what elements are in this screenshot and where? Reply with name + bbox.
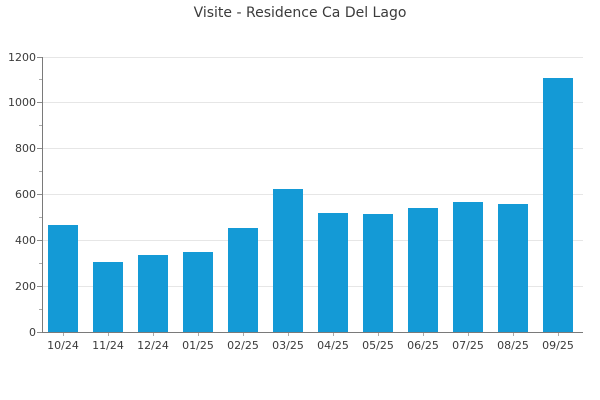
y-axis-minor-tick — [39, 308, 42, 310]
x-axis-tick — [422, 333, 424, 336]
y-axis-tick — [37, 239, 42, 241]
x-axis-tick-label: 09/25 — [542, 339, 574, 352]
x-axis-tick-label: 07/25 — [452, 339, 484, 352]
y-axis-tick-label: 1200 — [8, 50, 36, 64]
x-axis-tick-label: 01/25 — [182, 339, 214, 352]
x-axis-tick — [197, 333, 199, 336]
gridline — [43, 285, 583, 287]
x-axis-tick — [377, 333, 379, 336]
x-axis-tick — [512, 333, 514, 336]
y-axis-tick — [37, 102, 42, 104]
y-axis-tick — [37, 148, 42, 150]
x-axis-tick — [332, 333, 334, 336]
bar — [363, 214, 393, 332]
x-axis-tick — [287, 333, 289, 336]
y-axis-minor-tick — [39, 125, 42, 127]
x-axis-tick-label: 11/24 — [92, 339, 124, 352]
x-axis-tick-label: 08/25 — [497, 339, 529, 352]
y-axis-tick — [37, 331, 42, 333]
bar — [408, 207, 438, 332]
gridline — [43, 148, 583, 150]
bar — [318, 212, 348, 332]
plot-area: 0 200 400 600 800 1000 1200 10/24 11/24 12/24 01/2… — [8, 51, 583, 352]
x-axis-tick-label: 02/25 — [227, 339, 259, 352]
bar — [543, 78, 573, 332]
bar — [93, 262, 123, 332]
chart-title: Visite - Residence Ca Del Lago — [193, 5, 407, 21]
bar — [228, 227, 258, 332]
x-axis-tick — [152, 333, 154, 336]
x-axis-tick-label: 10/24 — [47, 339, 79, 352]
bar — [498, 203, 528, 332]
y-axis-minor-tick — [39, 216, 42, 218]
y-axis-tick — [37, 285, 42, 287]
x-axis-tick — [467, 333, 469, 336]
y-axis-tick — [37, 194, 42, 195]
x-axis-tick — [107, 333, 109, 336]
y-axis-tick-label: 1000 — [8, 96, 36, 110]
x-axis-tick — [242, 333, 244, 336]
gridline — [43, 56, 583, 58]
bar — [453, 201, 483, 332]
x-axis-tick-label: 05/25 — [362, 339, 394, 352]
x-axis-tick — [557, 333, 559, 336]
x-axis-tick-label: 12/24 — [137, 339, 169, 352]
y-axis-tick-label: 0 — [29, 325, 36, 339]
x-axis-tick-label: 04/25 — [317, 339, 349, 352]
x-axis-tick — [62, 333, 64, 336]
bar — [273, 189, 303, 332]
bar — [183, 251, 213, 332]
y-axis-minor-tick — [39, 171, 42, 173]
bar — [138, 254, 168, 332]
y-axis-tick-label: 400 — [15, 233, 36, 247]
bar — [48, 225, 78, 332]
x-axis-tick-label: 06/25 — [407, 339, 439, 352]
y-axis-tick-label: 600 — [15, 188, 36, 201]
y-axis-minor-tick — [39, 79, 42, 81]
y-axis-tick-label: 200 — [15, 279, 36, 293]
gridline — [43, 239, 583, 241]
y-axis-tick — [37, 56, 42, 58]
gridline — [43, 102, 583, 104]
x-axis-tick-label: 03/25 — [272, 339, 304, 352]
y-axis-tick-label: 800 — [15, 142, 36, 156]
y-axis-minor-tick — [39, 262, 42, 264]
gridline — [43, 194, 583, 195]
